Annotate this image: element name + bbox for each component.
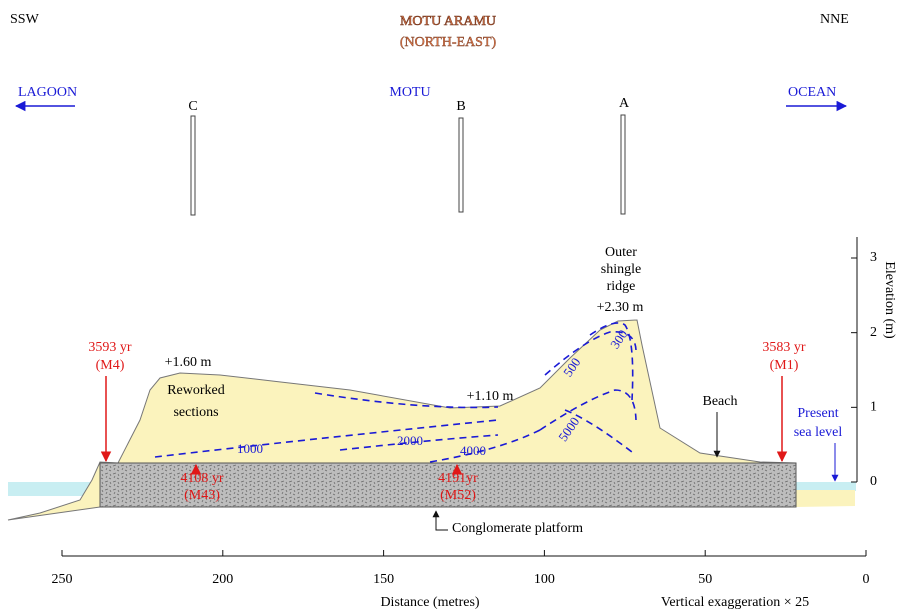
y-tick-label: 0 xyxy=(870,474,877,489)
ridge-label: shingle xyxy=(601,262,641,277)
date-sample: (M1) xyxy=(770,358,799,373)
contour-label: 1000 xyxy=(237,441,263,456)
conglomerate-platform xyxy=(99,462,797,508)
y-tick-label: 3 xyxy=(870,250,877,265)
right-direction: NNE xyxy=(820,12,849,27)
date-sample: (M43) xyxy=(184,488,220,503)
note: Vertical exaggeration × 25 xyxy=(661,595,809,610)
motu-label: MOTU xyxy=(389,85,430,100)
date-age: 4191yr xyxy=(438,471,478,486)
ocean-label: OCEAN xyxy=(788,85,836,100)
x-tick-label: 100 xyxy=(534,572,555,587)
core-label: B xyxy=(456,99,465,114)
date-age: 4108 yr xyxy=(180,471,224,486)
contour xyxy=(429,429,541,463)
title: MOTU ARAMU xyxy=(400,14,496,29)
reworked-label: Reworked xyxy=(167,383,225,398)
lagoon-water xyxy=(8,482,100,496)
subtitle: (NORTH-EAST) xyxy=(400,35,497,50)
sea-level-label: Present xyxy=(797,406,838,421)
date-sample: (M4) xyxy=(96,358,125,373)
contour xyxy=(314,392,499,409)
contour xyxy=(564,409,633,453)
beach-fill xyxy=(796,490,855,507)
y-tick-label: 2 xyxy=(870,325,877,340)
x-tick-label: 0 xyxy=(863,572,870,587)
date-sample: (M52) xyxy=(440,488,476,503)
x-tick-label: 50 xyxy=(698,572,712,587)
core xyxy=(458,117,464,213)
ocean-water xyxy=(796,482,856,491)
contour xyxy=(589,322,634,401)
height-label: +1.60 m xyxy=(165,355,212,370)
platform-label: Conglomerate platform xyxy=(452,521,583,536)
core xyxy=(620,114,626,215)
left-direction: SSW xyxy=(10,12,40,27)
contour-label: 2000 xyxy=(397,433,423,448)
core-label: A xyxy=(619,96,630,111)
ridge-label: Outer xyxy=(605,245,637,260)
core-label: C xyxy=(188,99,197,114)
sea-level-label: sea level xyxy=(794,425,843,440)
arrow xyxy=(432,510,448,531)
x-axis-label: Distance (metres) xyxy=(380,595,479,610)
x-tick-label: 150 xyxy=(373,572,394,587)
ridge-height: +2.30 m xyxy=(597,300,644,315)
ridge-label: ridge xyxy=(607,279,636,294)
contour xyxy=(544,331,637,376)
beach-label: Beach xyxy=(703,394,738,409)
date-age: 3593 yr xyxy=(88,340,132,355)
contour xyxy=(539,389,637,431)
x-tick-label: 250 xyxy=(52,572,73,587)
y-axis-label: Elevation (m) xyxy=(882,261,897,339)
contour xyxy=(154,419,499,458)
lagoon-label: LAGOON xyxy=(18,85,77,100)
x-tick-label: 200 xyxy=(212,572,233,587)
reworked-label: sections xyxy=(173,405,218,420)
contour xyxy=(339,434,499,451)
date-age: 3583 yr xyxy=(762,340,806,355)
contour-label: 4000 xyxy=(460,443,486,458)
height-label: +1.10 m xyxy=(467,389,514,404)
core xyxy=(190,115,196,216)
y-tick-label: 1 xyxy=(870,400,877,415)
